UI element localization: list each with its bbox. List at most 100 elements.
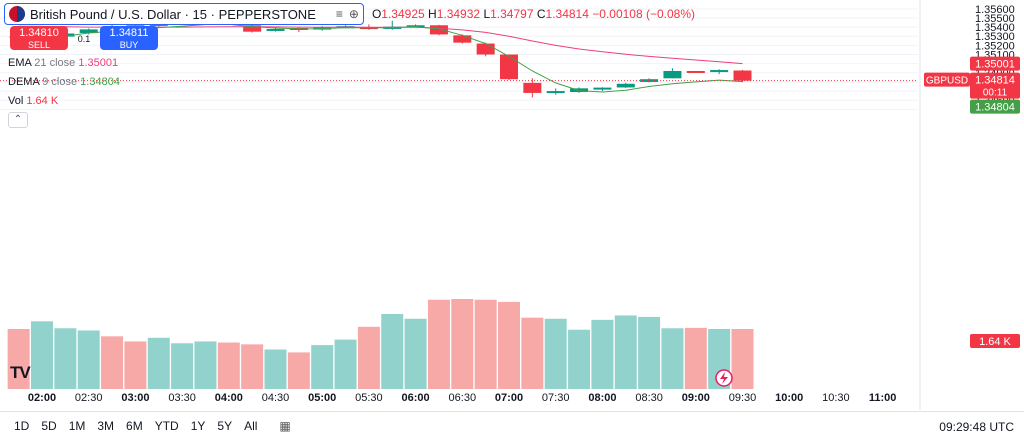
time-tick-label: 04:30 [262,392,290,404]
candle-body [640,79,659,82]
indicator-legend-dema[interactable]: DEMA 9 close 1.34804 [8,76,120,88]
volume-bar [241,344,264,389]
time-tick-label: 05:00 [308,392,336,404]
timeframe-all[interactable]: All [244,419,258,433]
buy-button[interactable]: 1.34811 BUY [100,26,158,50]
time-tick-label: 10:30 [822,392,850,404]
volume-label: 1.64 K [979,336,1011,348]
time-tick-label: 10:00 [775,392,803,404]
volume-bar [7,329,30,389]
volume-bar [614,315,637,389]
volume-bar [544,318,567,389]
volume-bar [591,319,614,389]
settings-icon[interactable]: ≡ [335,7,343,21]
last-price-label: 1.34814 [975,75,1015,87]
utc-clock[interactable]: 09:29:48 UTC [939,420,1014,434]
dema-price-label-bg [970,99,1020,114]
volume-bar [357,326,380,389]
calendar-icon[interactable]: ▦ [279,419,291,433]
candle-body [243,25,262,32]
symbol-title: British Pound / U.S. Dollar · 15 · PEPPE… [30,6,316,22]
price-tick-label: 1.35300 [975,31,1015,43]
candle-body [593,87,612,90]
time-tick-label: 08:30 [635,392,663,404]
volume-bar [147,337,170,389]
volume-bar [334,339,357,389]
symbol-search-box[interactable]: British Pound / U.S. Dollar · 15 · PEPPE… [4,3,364,25]
timeframe-6m[interactable]: 6M [126,419,143,433]
symbol-tag: GBPUSD [926,76,968,87]
ema-price-label-bg [970,56,1020,71]
symbol-tag-bg [924,72,970,87]
candle-body [733,70,752,81]
timeframe-ytd[interactable]: YTD [154,419,179,433]
time-tick-label: 07:30 [542,392,570,404]
indicator-legend-ema[interactable]: EMA 21 close 1.35001 [8,57,119,69]
volume-bar [194,341,217,389]
volume-bar [498,301,520,389]
volume-bar [451,299,474,389]
volume-label-bg [970,334,1020,348]
bottom-toolbar: 1D 5D 1M 3M 6M YTD 1Y 5Y All ▦ 09:29:48 … [0,411,1024,440]
candle-body [453,35,472,43]
time-tick-label: 03:30 [168,392,196,404]
volume-bar [124,341,147,389]
volume-bar [684,327,707,389]
volume-bar [31,321,53,389]
compare-icon[interactable]: ⊕ [348,7,359,21]
countdown-label: 00:11 [983,88,1008,99]
indicator-legend-vol[interactable]: Vol 1.64 K [8,95,59,107]
ohlc-values: O1.34925 H1.34932 L1.34797 C1.34814 −0.0… [371,7,696,21]
timeframe-3m[interactable]: 3M [97,419,115,433]
candle-body [686,70,705,73]
time-tick-label: 02:30 [75,392,103,404]
candle-body [616,83,635,88]
lightning-icon[interactable] [715,369,733,387]
price-tick-label: 1.35600 [975,4,1015,16]
price-tick-label: 1.35400 [975,22,1015,34]
candle-body [79,29,98,34]
candle-body [429,25,448,35]
last-price-label-bg [970,72,1020,99]
volume-bar [731,329,754,389]
time-tick-label: 09:00 [682,392,710,404]
volume-bar [217,342,240,389]
candle-body [266,28,285,31]
volume-bar [568,329,591,389]
timeframe-1d[interactable]: 1D [14,419,30,433]
candle-body [500,54,518,80]
flag-icon [9,6,25,22]
dema-price-label: 1.34804 [975,102,1015,114]
timeframe-5d[interactable]: 5D [41,419,57,433]
sell-button[interactable]: 1.34810 SELL [10,26,68,50]
chevron-up-icon[interactable]: ⌃ [8,112,28,128]
time-tick-label: 06:00 [402,392,430,404]
time-tick-label: 06:30 [449,392,477,404]
timeframe-5y[interactable]: 5Y [217,419,233,433]
lot-size[interactable]: 0.1 [77,34,91,44]
volume-bar [264,349,287,389]
candle-body [710,70,729,73]
price-tick-label: 1.35500 [975,13,1015,25]
time-axis[interactable]: 02:00 02:30 03:00 03:30 04:00 04:30 05:00 05:30… [28,392,896,404]
chart-header: British Pound / U.S. Dollar · 15 · PEPPE… [4,3,695,25]
volume-bar [404,318,427,389]
time-tick-label: 04:00 [215,392,243,404]
time-tick-label: 02:00 [28,392,56,404]
chart-canvas[interactable]: 1.356001.355001.354001.353001.352001.351… [0,0,1024,410]
volume-bars [7,299,754,389]
volume-bar [521,317,544,389]
timeframe-1y[interactable]: 1Y [190,419,206,433]
volume-bar [474,299,497,389]
timeframe-1m[interactable]: 1M [68,419,86,433]
volume-bar [311,345,334,389]
volume-bar [77,330,100,389]
time-tick-label: 05:30 [355,392,383,404]
volume-bar [54,328,77,389]
volume-bar [661,328,684,389]
time-tick-label: 03:00 [121,392,149,404]
candle-body [546,91,565,94]
time-tick-label: 07:00 [495,392,523,404]
candle-body [476,43,495,55]
